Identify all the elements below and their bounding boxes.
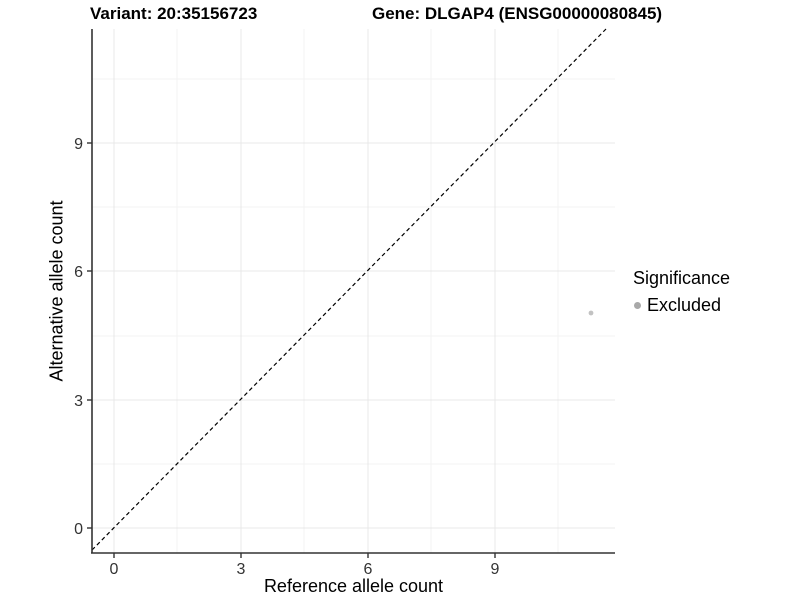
axis-lines — [91, 29, 615, 554]
legend-title: Significance — [633, 268, 731, 288]
x-tick-0: 0 — [110, 561, 119, 578]
gene-title: Gene: DLGAP4 (ENSG00000080845) — [372, 4, 663, 23]
tick-marks — [87, 142, 496, 558]
x-tick-labels: 0 3 6 9 — [110, 561, 500, 578]
legend-entry-label: Excluded — [647, 295, 722, 315]
x-tick-9: 9 — [491, 561, 500, 578]
variant-title: Variant: 20:35156723 — [90, 4, 258, 23]
y-tick-6: 6 — [74, 264, 83, 281]
y-tick-3: 3 — [74, 393, 83, 410]
identity-line — [91, 28, 607, 551]
grid-minor — [92, 29, 615, 553]
y-tick-9: 9 — [74, 136, 83, 153]
y-tick-labels: 0 3 6 9 — [74, 136, 83, 538]
y-tick-0: 0 — [74, 521, 83, 538]
x-tick-3: 3 — [237, 561, 246, 578]
excluded-dot-icon — [634, 302, 641, 309]
legend: Significance Excluded — [633, 268, 730, 316]
y-axis-title: Alternative allele count — [46, 200, 67, 382]
grid-major — [92, 29, 615, 553]
data-point-excluded — [588, 310, 594, 316]
legend-entry-excluded: Excluded — [634, 295, 730, 316]
x-axis-title: Reference allele count — [263, 576, 444, 596]
x-tick-6: 6 — [364, 561, 373, 578]
